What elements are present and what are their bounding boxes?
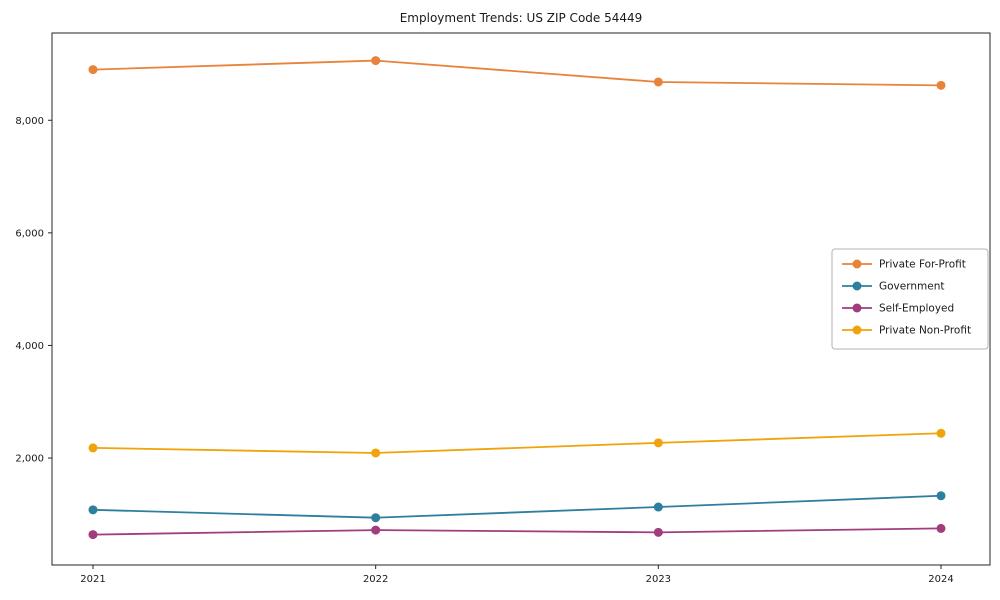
marker-private-for-profit xyxy=(371,56,381,66)
line-private-for-profit xyxy=(92,59,942,87)
y-tick-label: 2,000 xyxy=(15,454,44,465)
line-private-non-profit xyxy=(92,432,942,454)
marker-private-non-profit xyxy=(88,443,98,453)
plot-area: 2,000 4,000 6,000 8,000 2021 2022 2023 2024 Priv… xyxy=(15,32,991,585)
legend-label-government: Government xyxy=(879,281,944,293)
legend-marker-private-for-profit xyxy=(852,259,862,269)
marker-private-for-profit xyxy=(88,65,98,75)
series-self-employed xyxy=(88,523,946,540)
legend-label-self-employed: Self-Employed xyxy=(879,303,954,315)
legend-label-private-non-profit: Private Non-Profit xyxy=(879,325,971,337)
marker-self-employed xyxy=(653,527,663,537)
x-tick-label: 2023 xyxy=(646,574,671,585)
legend-marker-self-employed xyxy=(852,303,862,313)
legend-label-private-for-profit: Private For-Profit xyxy=(879,259,966,271)
x-tick-label: 2024 xyxy=(928,574,953,585)
legend-marker-government xyxy=(852,281,862,291)
legend-box xyxy=(831,248,989,350)
series-private-non-profit xyxy=(88,428,946,458)
y-tick-label: 6,000 xyxy=(15,228,44,239)
legend: Private For-Profit Government Self-Employe… xyxy=(831,248,989,350)
marker-self-employed xyxy=(936,523,946,533)
marker-private-non-profit xyxy=(371,448,381,458)
line-self-employed xyxy=(92,527,942,536)
marker-self-employed xyxy=(371,525,381,535)
line-government xyxy=(92,494,942,519)
marker-private-non-profit xyxy=(936,428,946,438)
marker-private-non-profit xyxy=(653,438,663,448)
x-tick-label: 2022 xyxy=(363,574,388,585)
marker-government xyxy=(371,513,381,523)
legend-marker-private-non-profit xyxy=(852,325,862,335)
series-government xyxy=(88,491,946,523)
marker-government xyxy=(936,491,946,501)
marker-self-employed xyxy=(88,530,98,540)
marker-government xyxy=(653,502,663,512)
series-private-for-profit xyxy=(88,56,946,90)
y-tick-label: 4,000 xyxy=(15,341,44,352)
chart-title: Employment Trends: US ZIP Code 54449 xyxy=(400,11,643,25)
marker-government xyxy=(88,505,98,515)
axes-frame xyxy=(51,32,991,566)
marker-private-for-profit xyxy=(936,80,946,90)
x-tick-label: 2021 xyxy=(80,574,105,585)
y-tick-label: 8,000 xyxy=(15,116,44,127)
marker-private-for-profit xyxy=(653,77,663,87)
